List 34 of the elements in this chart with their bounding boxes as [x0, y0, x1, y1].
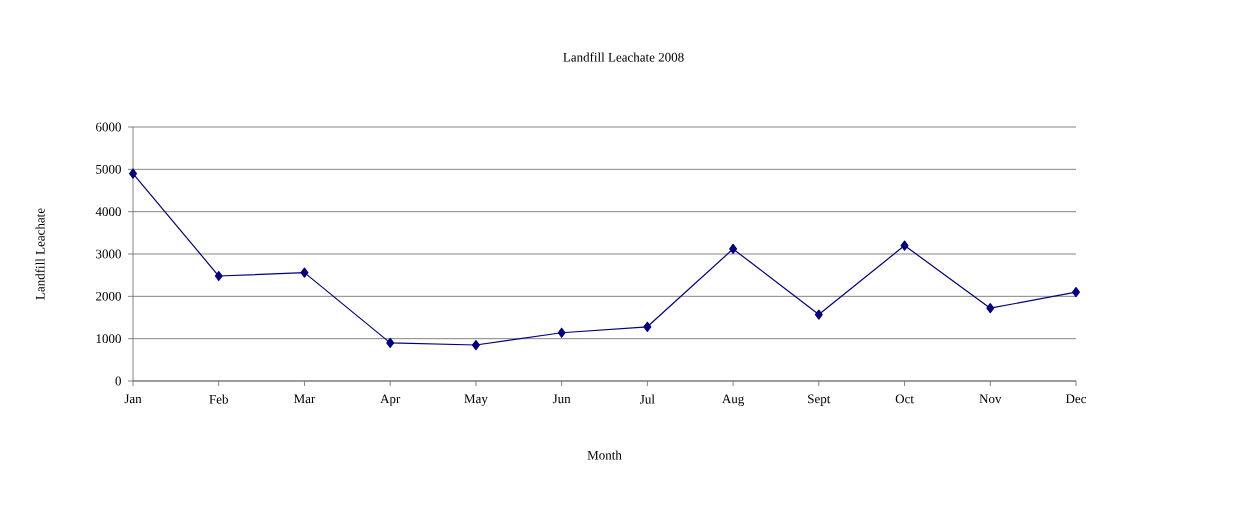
- y-tick-label: 3000: [96, 249, 121, 259]
- point: [729, 243, 738, 255]
- x-tick-label: Sept: [808, 394, 831, 406]
- point: [643, 321, 652, 332]
- y-tick-label: 4000: [95, 207, 121, 217]
- x-tick-label: Dec: [1065, 394, 1087, 404]
- x-tick-label: Oct: [895, 394, 914, 404]
- point: [814, 309, 823, 320]
- x-tick-label: Nov: [979, 394, 1002, 404]
- y-tick-label: 6000: [96, 122, 121, 132]
- chart-title: Landfill Leachate 2008: [563, 52, 684, 62]
- x-tick-label: Jan: [124, 394, 142, 404]
- point: [900, 240, 909, 251]
- point: [986, 303, 995, 314]
- x-tick-label: Aug: [722, 394, 745, 406]
- point: [1072, 287, 1080, 298]
- point: [214, 270, 223, 282]
- point: [129, 168, 137, 179]
- x-tick-label: Feb: [209, 394, 228, 404]
- point: [557, 327, 566, 338]
- y-tick-label: 5000: [96, 164, 121, 174]
- x-tick-label: Jul: [640, 394, 655, 404]
- x-tick-label: Mar: [294, 394, 316, 404]
- y-tick-label: 0: [115, 376, 121, 386]
- point: [300, 267, 309, 278]
- y-tick-label: 1000: [96, 334, 121, 344]
- x-tick-label: Jun: [552, 394, 571, 404]
- y-axis-title: Landfill Leachate: [35, 208, 45, 300]
- x-tick-label: Apr: [380, 394, 401, 406]
- point: [386, 337, 395, 348]
- point: [471, 339, 480, 351]
- x-axis-title: Month: [587, 450, 622, 460]
- x-tick-label: May: [464, 394, 488, 406]
- y-tick-label: 2000: [96, 291, 121, 301]
